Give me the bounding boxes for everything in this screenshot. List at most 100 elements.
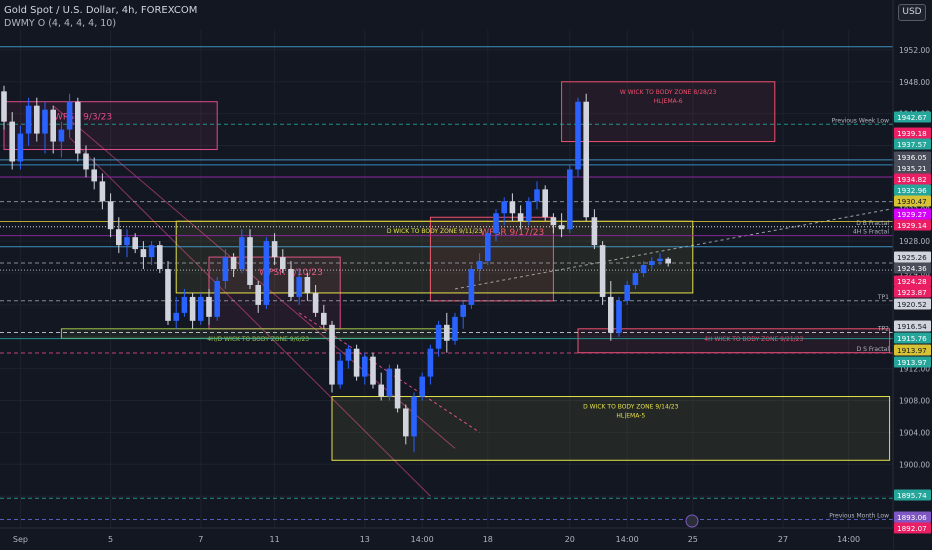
- candle-body: [394, 368, 401, 409]
- candle-body: [263, 241, 270, 305]
- candle-body: [148, 245, 155, 258]
- zone-label: 4H/D WICK TO BODY ZONE 9/6/23: [207, 336, 309, 343]
- candle-body: [509, 201, 516, 214]
- price-badge-label: 1924.36: [897, 264, 927, 273]
- candle-body: [435, 324, 442, 349]
- level-label: D S Fractal: [857, 346, 890, 353]
- trend-line: [69, 137, 431, 497]
- candle-body: [378, 384, 384, 397]
- candle-body: [1, 91, 7, 122]
- candle-body: [534, 189, 540, 202]
- candle-body: [460, 304, 466, 317]
- candle-body: [403, 408, 409, 437]
- candle-body: [140, 249, 147, 258]
- price-badge: [894, 208, 931, 220]
- candle-body: [157, 245, 163, 270]
- level-label: 4H S Fractal: [853, 229, 889, 236]
- zone-label: HL|EMA-6: [654, 98, 683, 105]
- candle-body: [165, 269, 171, 321]
- candle-body: [468, 269, 475, 305]
- time-tick-label: 14:00: [616, 535, 639, 544]
- candle-body: [25, 105, 32, 134]
- price-tick-label: 1912.00: [899, 365, 930, 374]
- candle-body: [427, 348, 434, 377]
- price-badge: [894, 162, 931, 174]
- zone-label: WPSR 9/17/23: [480, 228, 544, 238]
- candle-body: [312, 292, 319, 313]
- price-badge: [894, 332, 931, 344]
- candle-body: [665, 258, 671, 264]
- indicator-legend[interactable]: DWMY O (4, 4, 4, 4, 10): [4, 18, 117, 29]
- time-tick-label: 11: [270, 535, 280, 544]
- candle-body: [116, 229, 122, 246]
- time-tick-label: 27: [778, 535, 788, 544]
- candle-body: [271, 241, 278, 258]
- candle-body: [255, 284, 261, 305]
- candle-body: [239, 237, 245, 270]
- candle-body: [542, 189, 548, 218]
- candle-body: [550, 217, 557, 226]
- lightning-icon: [685, 514, 699, 528]
- price-tick-label: 1928.00: [899, 237, 930, 246]
- price-badge: [894, 184, 931, 196]
- price-badge: [894, 489, 931, 501]
- zone-box: [561, 81, 776, 143]
- level-label: TP1: [877, 294, 889, 301]
- time-tick-label: 13: [360, 535, 370, 544]
- price-tick-label: 1948.00: [899, 78, 930, 87]
- chart-title: Gold Spot / U.S. Dollar, 4h, FOREXCOM: [4, 5, 198, 16]
- candle-body: [419, 376, 425, 397]
- price-badge: [894, 195, 931, 207]
- time-tick-label: 18: [483, 535, 493, 544]
- candle-body: [181, 296, 188, 313]
- candle-body: [173, 312, 179, 321]
- price-badge: [894, 138, 931, 150]
- price-badge-label: 1930.47: [897, 197, 927, 206]
- price-badge-label: 1892.07: [897, 524, 927, 533]
- candle-body: [567, 169, 573, 230]
- candle-body: [189, 296, 196, 321]
- price-badge-label: 1936.05: [897, 153, 927, 162]
- price-badge-label: 1934.82: [897, 175, 927, 184]
- price-tick-label: 1924.00: [899, 269, 930, 278]
- price-badge: [894, 111, 931, 123]
- candle-body: [649, 261, 655, 266]
- candle-body: [321, 312, 327, 325]
- zone-label: 4H WICK TO BODY ZONE 9/21/23: [704, 336, 803, 343]
- price-badge: [894, 275, 931, 287]
- time-tick-label: 14:00: [411, 535, 434, 544]
- price-badge-label: 1913.97: [897, 358, 927, 367]
- zone-label: HL|EMA-5: [616, 413, 645, 420]
- candle-body: [493, 213, 499, 234]
- candle-body: [632, 273, 639, 285]
- price-badge: [894, 219, 931, 231]
- candle-body: [247, 237, 253, 285]
- level-label: Previous Week Low: [832, 117, 890, 124]
- price-badge: [894, 298, 931, 310]
- price-tick-label: 1952.00: [899, 46, 930, 55]
- candle-body: [476, 261, 483, 270]
- currency-button[interactable]: USD: [898, 4, 926, 21]
- price-badge-label: 1895.74: [897, 491, 927, 500]
- candle-body: [591, 217, 598, 246]
- price-badge: [894, 320, 931, 332]
- price-badge-label: 1937.57: [897, 140, 927, 149]
- level-label: D B Fractal: [856, 220, 889, 227]
- candle-body: [75, 101, 81, 154]
- candle-body: [42, 109, 48, 134]
- price-badge: [894, 522, 931, 534]
- price-badge-label: 1925.26: [897, 253, 927, 262]
- candle-body: [583, 101, 589, 218]
- candle-body: [107, 201, 114, 230]
- candle-body: [206, 296, 212, 317]
- candle-body: [575, 101, 581, 170]
- time-axis: [0, 528, 893, 550]
- zone-label: D WICK TO BODY ZONE 9/11/23: [387, 228, 482, 235]
- candle-body: [222, 257, 229, 281]
- price-badge: [894, 262, 931, 274]
- candle-body: [83, 153, 89, 170]
- price-badge-label: 1893.06: [897, 513, 927, 522]
- candle-body: [230, 257, 237, 270]
- time-tick-label: 14:00: [837, 535, 860, 544]
